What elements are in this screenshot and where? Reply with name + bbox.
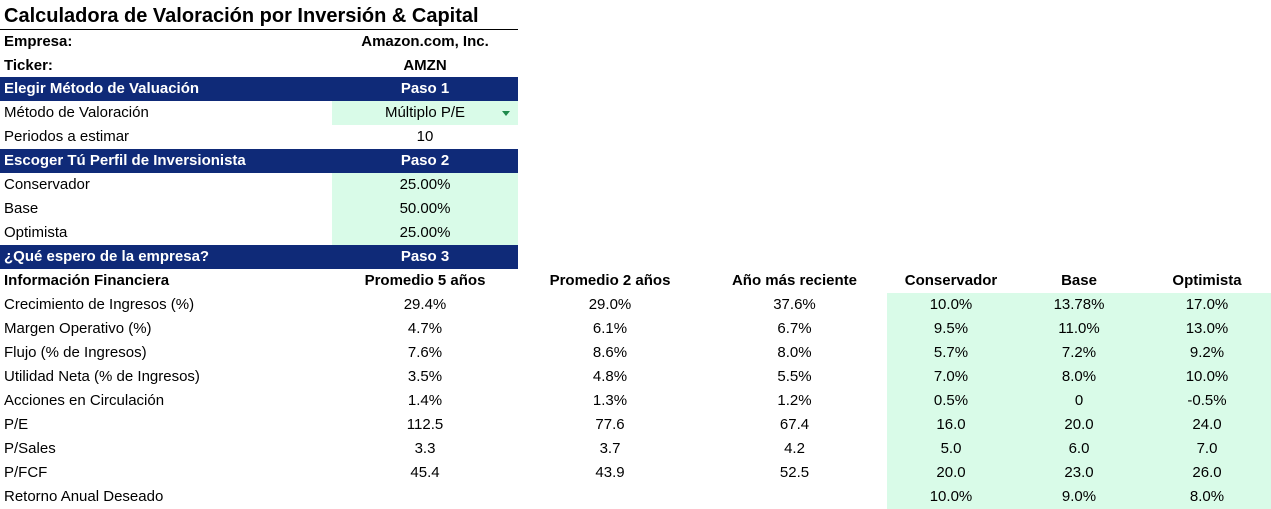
profile-conservador-label: Conservador	[4, 176, 90, 193]
table-cell-optimista[interactable]: 24.0	[1192, 416, 1222, 433]
table-cell-avg5: 45.4	[410, 464, 440, 481]
table-cell-avg5: 7.6%	[407, 344, 443, 361]
table-cell-conservador[interactable]: 0.5%	[933, 392, 969, 409]
table-cell-label: P/E	[4, 416, 29, 433]
table-cell-label: Crecimiento de Ingresos (%)	[4, 296, 195, 313]
col-header-avg5: Promedio 5 años	[364, 272, 486, 289]
table-cell-avg2	[518, 485, 702, 509]
step2-label: Paso 2	[400, 152, 450, 169]
table-cell-optimista[interactable]: 17.0%	[1185, 296, 1229, 313]
table-cell-recent: 5.5%	[777, 368, 812, 385]
table-cell-base[interactable]: 6.0	[1068, 440, 1090, 457]
table-cell-base[interactable]: 8.0%	[1061, 368, 1097, 385]
col-header-recent: Año más reciente	[731, 272, 858, 289]
col-header-conservador: Conservador	[904, 272, 998, 289]
company-value[interactable]: Amazon.com, Inc.	[361, 33, 489, 50]
step3-header: ¿Qué espero de la empresa? Paso 3	[0, 245, 518, 269]
table-cell-recent: 1.2%	[777, 392, 812, 409]
table-cell-base[interactable]: 23.0	[1064, 464, 1094, 481]
table-cell-recent	[702, 485, 887, 509]
table-cell-conservador[interactable]: 5.0	[940, 440, 962, 457]
title-underline	[0, 29, 518, 30]
col-header-avg2: Promedio 2 años	[549, 272, 671, 289]
step3-title: ¿Qué espero de la empresa?	[4, 248, 210, 265]
step1-title: Elegir Método de Valuación	[4, 80, 200, 97]
table-cell-base[interactable]: 20.0	[1064, 416, 1094, 433]
table-cell-recent: 6.7%	[777, 320, 812, 337]
table-cell-base[interactable]: 7.2%	[1061, 344, 1097, 361]
table-cell-base[interactable]: 13.78%	[1053, 296, 1105, 313]
table-cell-avg2: 1.3%	[592, 392, 628, 409]
table-cell-conservador[interactable]: 9.5%	[933, 320, 969, 337]
table-cell-base[interactable]: 9.0%	[1061, 488, 1097, 505]
table-cell-recent: 67.4	[779, 416, 810, 433]
table-cell-conservador[interactable]: 5.7%	[933, 344, 969, 361]
table-cell-label: Flujo (% de Ingresos)	[4, 344, 147, 361]
profile-optimista-label: Optimista	[4, 224, 68, 241]
company-label: Empresa:	[4, 33, 73, 50]
table-cell-avg5: 112.5	[406, 416, 444, 433]
table-cell-avg2: 6.1%	[592, 320, 628, 337]
table-cell-avg5: 3.3	[414, 440, 436, 457]
table-cell-label: Acciones en Circulación	[4, 392, 165, 409]
table-cell-label: Margen Operativo (%)	[4, 320, 152, 337]
table-cell-avg2: 77.6	[595, 416, 625, 433]
table-cell-label: P/FCF	[4, 464, 48, 481]
profile-optimista-value[interactable]: 25.00%	[332, 221, 518, 245]
table-cell-conservador[interactable]: 10.0%	[929, 296, 973, 313]
chevron-down-icon[interactable]	[502, 111, 510, 116]
table-cell-conservador[interactable]: 20.0	[936, 464, 966, 481]
table-cell-label: Utilidad Neta (% de Ingresos)	[4, 368, 200, 385]
table-cell-avg2: 3.7	[599, 440, 621, 457]
ticker-label: Ticker:	[4, 57, 53, 74]
step2-title: Escoger Tú Perfil de Inversionista	[4, 152, 246, 169]
table-cell-optimista[interactable]: 9.2%	[1189, 344, 1225, 361]
periods-label: Periodos a estimar	[4, 128, 130, 145]
table-cell-conservador[interactable]: 16.0	[936, 416, 966, 433]
profile-conservador-value[interactable]: 25.00%	[332, 173, 518, 197]
table-cell-optimista[interactable]: 8.0%	[1189, 488, 1225, 505]
periods-value[interactable]: 10	[416, 128, 434, 145]
method-dropdown[interactable]: Múltiplo P/E	[332, 101, 518, 125]
table-cell-base[interactable]: 11.0%	[1058, 320, 1100, 337]
method-value: Múltiplo P/E	[384, 104, 466, 121]
table-cell-recent: 37.6%	[773, 296, 816, 313]
table-cell-avg2: 8.6%	[592, 344, 628, 361]
profile-base-value[interactable]: 50.00%	[332, 197, 518, 221]
table-cell-recent: 8.0%	[777, 344, 812, 361]
table-cell-avg2: 43.9	[595, 464, 625, 481]
table-cell-optimista[interactable]: 7.0	[1196, 440, 1218, 457]
step3-label: Paso 3	[400, 248, 450, 265]
table-cell-optimista[interactable]: 26.0	[1192, 464, 1222, 481]
step2-header: Escoger Tú Perfil de Inversionista Paso …	[0, 149, 518, 173]
table-cell-optimista[interactable]: -0.5%	[1187, 392, 1227, 409]
table-cell-label: Retorno Anual Deseado	[4, 488, 164, 505]
method-label: Método de Valoración	[4, 104, 149, 121]
step1-header: Elegir Método de Valuación Paso 1	[0, 77, 518, 101]
table-cell-avg5: 1.4%	[407, 392, 443, 409]
ticker-value[interactable]: AMZN	[403, 57, 447, 74]
table-cell-optimista[interactable]: 13.0%	[1185, 320, 1229, 337]
scenario-input-area	[887, 293, 1271, 509]
table-cell-avg2: 4.8%	[592, 368, 628, 385]
table-cell-recent: 4.2	[784, 440, 805, 457]
profile-base-label: Base	[4, 200, 39, 217]
col-header-info: Información Financiera	[4, 272, 170, 289]
table-cell-recent: 52.5	[779, 464, 810, 481]
step1-label: Paso 1	[400, 80, 450, 97]
table-cell-conservador[interactable]: 7.0%	[933, 368, 969, 385]
table-cell-avg5: 29.4%	[403, 296, 447, 313]
table-cell-base[interactable]: 0	[1074, 392, 1084, 409]
table-cell-conservador[interactable]: 10.0%	[929, 488, 973, 505]
table-cell-avg5: 3.5%	[407, 368, 443, 385]
table-cell-avg5	[332, 485, 518, 509]
page-title: Calculadora de Valoración por Inversión …	[4, 5, 479, 27]
col-header-optimista: Optimista	[1172, 272, 1242, 289]
table-cell-avg2: 29.0%	[588, 296, 632, 313]
table-cell-label: P/Sales	[4, 440, 56, 457]
table-cell-avg5: 4.7%	[407, 320, 443, 337]
col-header-base: Base	[1061, 272, 1097, 289]
table-cell-optimista[interactable]: 10.0%	[1185, 368, 1229, 385]
